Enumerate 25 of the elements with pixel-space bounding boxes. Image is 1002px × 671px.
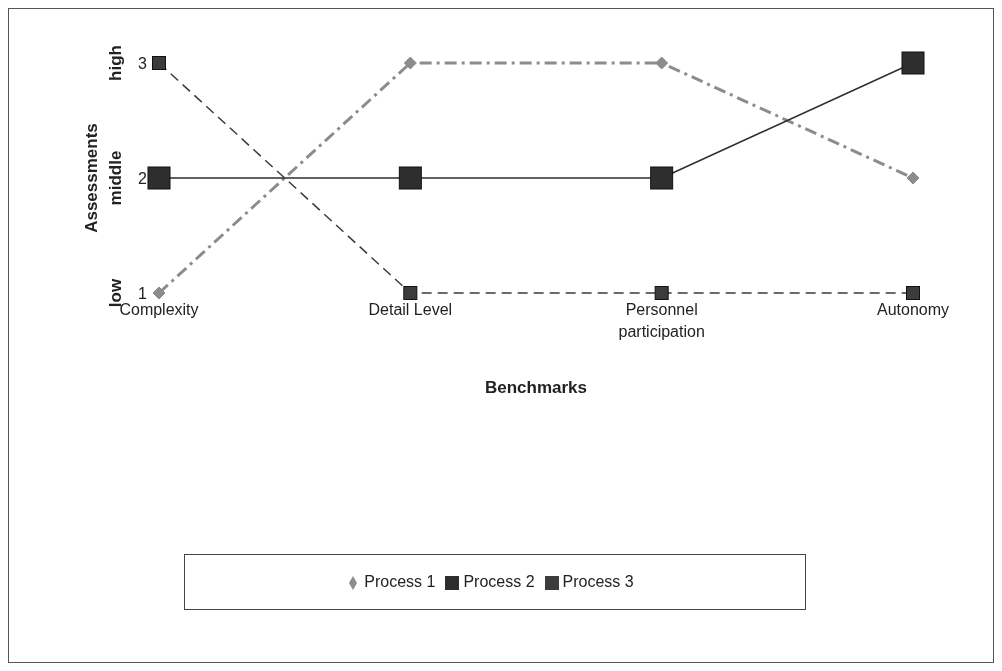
y-tick-label: 2 <box>138 170 148 187</box>
point <box>152 56 166 70</box>
annotation: middle <box>106 150 125 206</box>
point <box>650 166 674 190</box>
point <box>403 286 418 300</box>
point <box>655 56 669 70</box>
y-axis-title: Assessments <box>82 123 102 233</box>
x-tick-label: Detail Level <box>368 301 453 318</box>
point <box>906 171 920 185</box>
x-tick-label: Personnel participation <box>618 301 705 340</box>
point <box>152 286 166 300</box>
x-tick-label: Autonomy <box>876 301 950 318</box>
y-tick-label: 1 <box>138 285 148 302</box>
y-tick-label: 3 <box>138 55 148 72</box>
legend-label: Process 2 <box>463 573 535 590</box>
point <box>398 166 422 190</box>
point <box>901 51 925 75</box>
point <box>906 286 920 300</box>
point <box>403 56 417 70</box>
annotation: high <box>106 45 125 81</box>
legend-label: Process 1 <box>364 573 436 590</box>
point <box>654 286 669 300</box>
legend-label: Process 3 <box>562 573 634 590</box>
x-axis-title: Benchmarks <box>484 378 588 397</box>
point <box>147 166 171 190</box>
